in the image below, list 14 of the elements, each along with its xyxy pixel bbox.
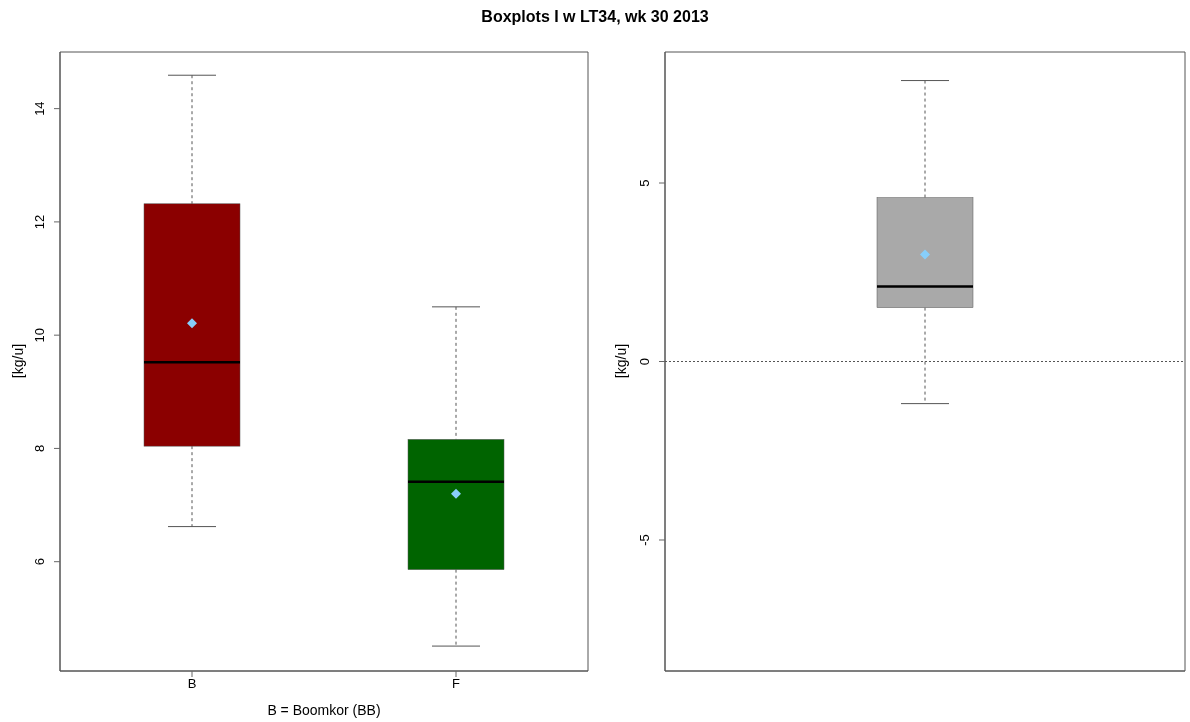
- y-tick-label: 5: [637, 179, 652, 187]
- y-tick-label: -5: [637, 534, 652, 546]
- chart-title: Boxplots I w LT34, wk 30 2013: [480, 8, 710, 26]
- y-tick-label: 12: [32, 214, 47, 230]
- y-tick-label: 0: [637, 357, 652, 366]
- y-tick-label: 8: [32, 444, 47, 453]
- x-tick-label: B: [187, 676, 197, 692]
- y-tick-label: 6: [32, 558, 47, 566]
- y-axis-title: [kg/u]: [10, 343, 26, 379]
- x-axis-title: B = Boomkor (BB): [266, 702, 382, 718]
- y-axis-title: [kg/u]: [613, 343, 629, 379]
- y-tick-label: 14: [32, 101, 47, 116]
- x-tick-label: F: [452, 676, 461, 692]
- y-tick-label: 10: [32, 327, 47, 343]
